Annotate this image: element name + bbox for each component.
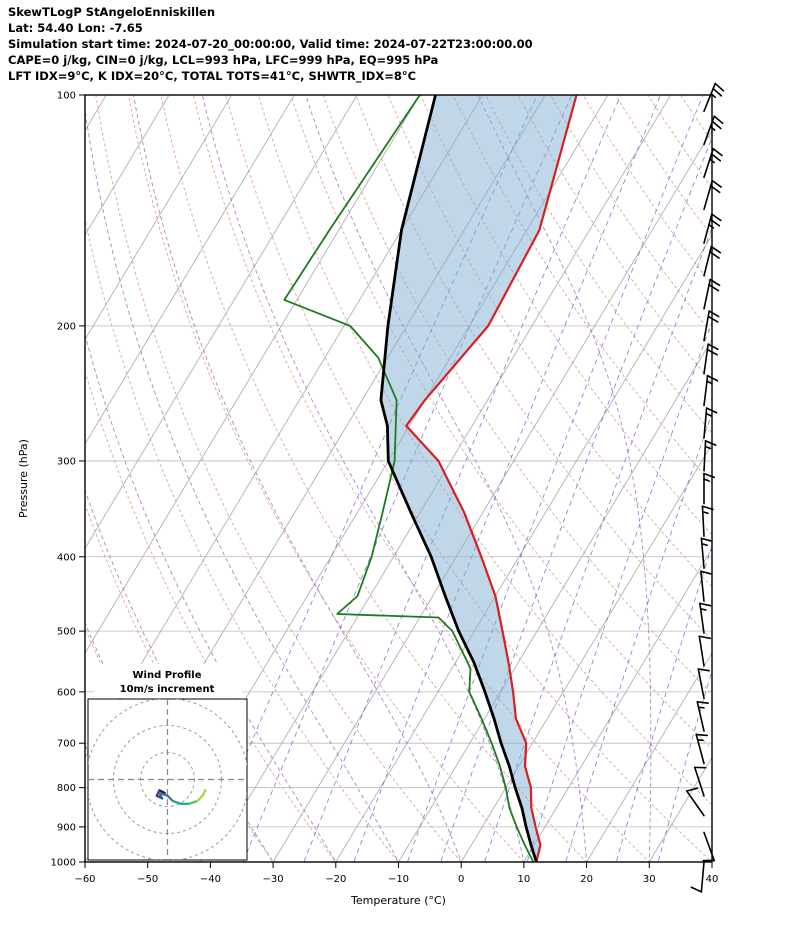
y-tick-label: 700 xyxy=(57,739,76,750)
x-tick-label: 10 xyxy=(518,874,531,885)
y-tick-label: 200 xyxy=(57,321,76,332)
temperature-curve xyxy=(405,95,578,862)
mixing-ratio-lines xyxy=(200,95,712,862)
x-axis: −60 −50 −40 −30 −20 −10 0 10 20 30 40 Temperature (… xyxy=(74,862,718,907)
y-axis-title: Pressure (hPa) xyxy=(17,439,30,518)
hodograph-subtitle: 10m/s increment xyxy=(120,684,215,695)
y-tick-label: 100 xyxy=(57,91,76,102)
dewpoint-curve xyxy=(283,95,535,862)
x-tick-label: 20 xyxy=(580,874,593,885)
header-line-1: SkewTLogP StAngeloEnniskillen xyxy=(8,5,215,19)
wind-barbs xyxy=(685,82,725,893)
y-axis: 100 200 300 400 500 600 700 800 900 1000 Pressure … xyxy=(17,91,85,869)
hodograph-axes xyxy=(88,699,247,860)
header: SkewTLogP StAngeloEnniskillen Lat: 54.40 … xyxy=(8,5,533,84)
x-tick-label: 0 xyxy=(458,874,464,885)
header-line-4: CAPE=0 j/kg, CIN=0 j/kg, LCL=993 hPa, LF… xyxy=(8,53,438,67)
y-tick-label: 500 xyxy=(57,627,76,638)
header-line-5: LFT IDX=9°C, K IDX=20°C, TOTAL TOTS=41°C… xyxy=(8,69,416,84)
y-tick-label: 900 xyxy=(57,822,76,833)
x-tick-label: 40 xyxy=(706,874,719,885)
x-tick-label: −20 xyxy=(325,874,346,885)
parcel-curve xyxy=(379,95,538,862)
cape-cin-shading xyxy=(380,95,577,862)
x-tick-label: −40 xyxy=(200,874,221,885)
y-tick-label: 1000 xyxy=(51,858,76,869)
hodograph-trace xyxy=(155,789,207,805)
hodograph-title: Wind Profile xyxy=(133,670,202,681)
x-tick-label: −10 xyxy=(388,874,409,885)
y-tick-label: 800 xyxy=(57,783,76,794)
x-tick-label: −30 xyxy=(263,874,284,885)
y-tick-label: 600 xyxy=(57,687,76,698)
x-axis-title: Temperature (°C) xyxy=(350,894,446,907)
y-tick-label: 300 xyxy=(57,456,76,467)
header-line-2: Lat: 54.40 Lon: -7.65 xyxy=(8,21,143,35)
x-tick-label: −50 xyxy=(137,874,158,885)
header-line-3: Simulation start time: 2024-07-20_00:00:… xyxy=(8,37,533,52)
hodograph-inset: Wind Profile 10m/s increment xyxy=(87,664,248,861)
hodograph-label-bg xyxy=(94,664,242,698)
y-tick-label: 400 xyxy=(57,552,76,563)
x-tick-label: −60 xyxy=(74,874,95,885)
x-tick-label: 30 xyxy=(643,874,656,885)
